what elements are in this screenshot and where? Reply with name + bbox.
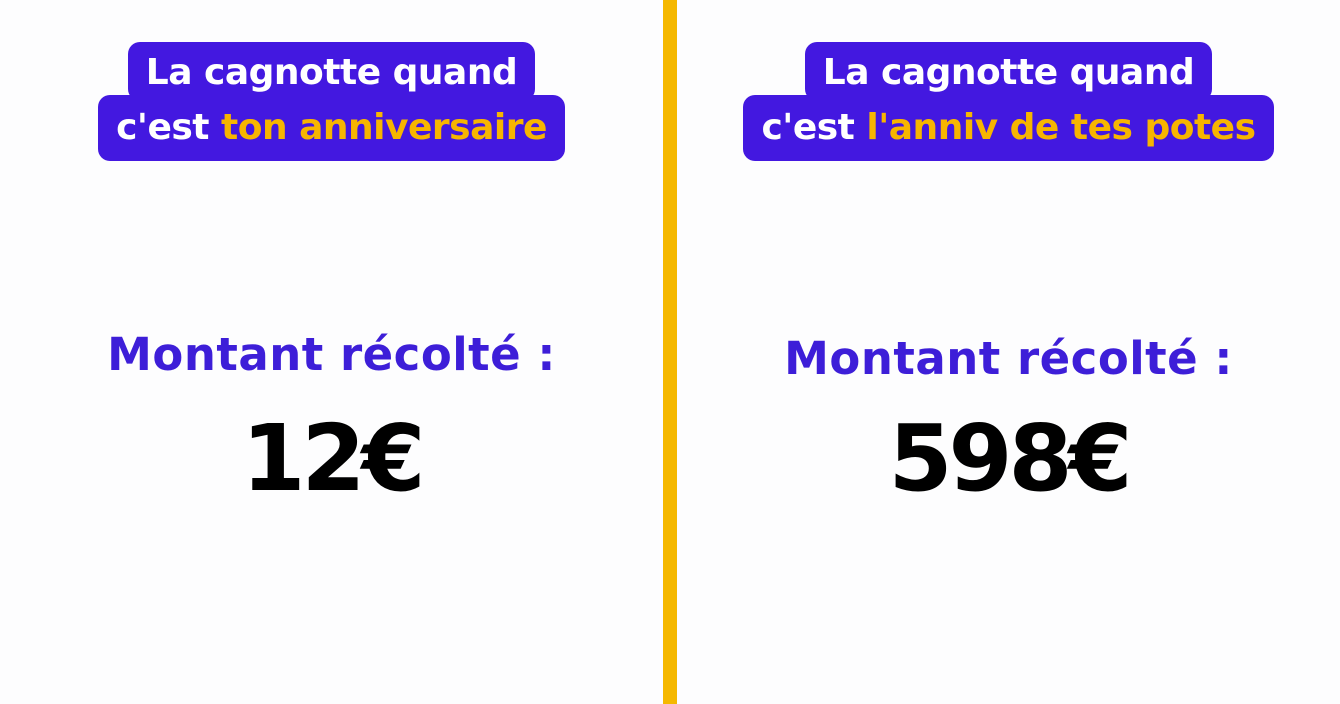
amount-label: Montant récolté : <box>107 328 556 381</box>
left-panel: La cagnotte quand c'est ton anniversaire… <box>0 0 663 704</box>
caption-prefix: c'est <box>116 107 222 148</box>
caption-line-1: La cagnotte quand <box>804 42 1213 101</box>
caption-line-2: c'est ton anniversaire <box>98 95 565 161</box>
caption-line-2: c'est l'anniv de tes potes <box>743 95 1274 161</box>
divider <box>663 0 677 704</box>
caption-line-1: La cagnotte quand <box>127 42 536 101</box>
right-panel: La cagnotte quand c'est l'anniv de tes p… <box>677 0 1340 704</box>
amount-label: Montant récolté : <box>784 332 1233 385</box>
amount-value: 598€ <box>888 405 1132 512</box>
amount-value: 12€ <box>241 405 425 512</box>
right-caption: La cagnotte quand c'est l'anniv de tes p… <box>677 42 1340 161</box>
caption-highlight: l'anniv de tes potes <box>866 107 1256 148</box>
caption-highlight: ton anniversaire <box>221 107 547 148</box>
left-caption: La cagnotte quand c'est ton anniversaire <box>0 42 663 161</box>
caption-prefix: c'est <box>761 107 867 148</box>
